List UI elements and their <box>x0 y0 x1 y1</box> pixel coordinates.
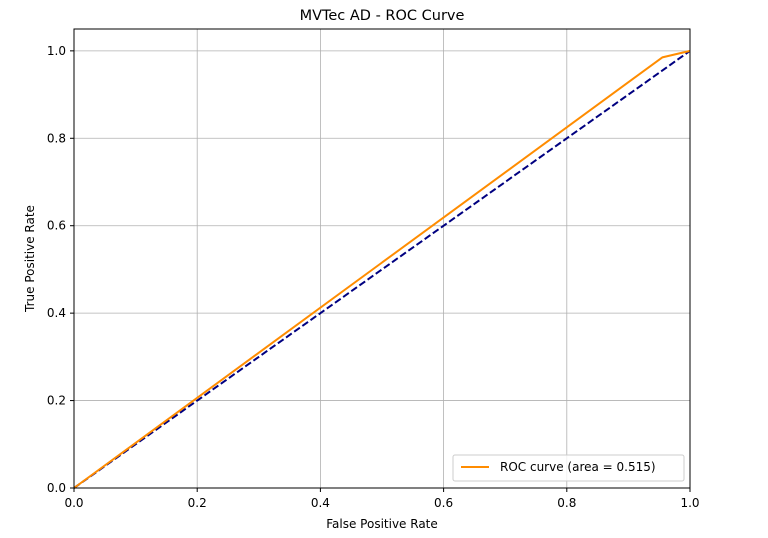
chart-title: MVTec AD - ROC Curve <box>300 8 465 24</box>
x-axis-label: False Positive Rate <box>326 517 438 531</box>
legend-box <box>452 454 685 482</box>
y-tick-label: 0.2 <box>47 394 66 408</box>
chance-diagonal-line <box>73 50 691 489</box>
x-tick-label: 0.2 <box>188 496 207 510</box>
series-layer <box>73 49 691 489</box>
x-tick-label: 1.0 <box>680 496 699 510</box>
legend: ROC curve (area = 0.515) <box>452 454 685 482</box>
y-tick-label: 1.0 <box>47 44 66 58</box>
x-tick-label: 0.4 <box>311 496 330 510</box>
y-tick-label: 0.8 <box>47 131 66 145</box>
x-tick-label: 0.6 <box>434 496 453 510</box>
plot-frame <box>73 28 691 489</box>
x-tick-label: 0.0 <box>64 496 83 510</box>
legend-label-roc: ROC curve (area = 0.515) <box>500 460 656 474</box>
y-tick-label: 0.0 <box>47 481 66 495</box>
x-tick-label: 0.8 <box>557 496 576 510</box>
y-tick-label: 0.6 <box>47 219 66 233</box>
tick-layer: 0.0 0.2 0.4 0.6 0.8 1.0 0.0 0.2 0.4 0.6 0.8 1.0 <box>47 44 700 510</box>
y-axis-label: True Positive Rate <box>23 205 37 313</box>
y-tick-label: 0.4 <box>47 306 66 320</box>
roc-curve-line <box>73 49 691 489</box>
